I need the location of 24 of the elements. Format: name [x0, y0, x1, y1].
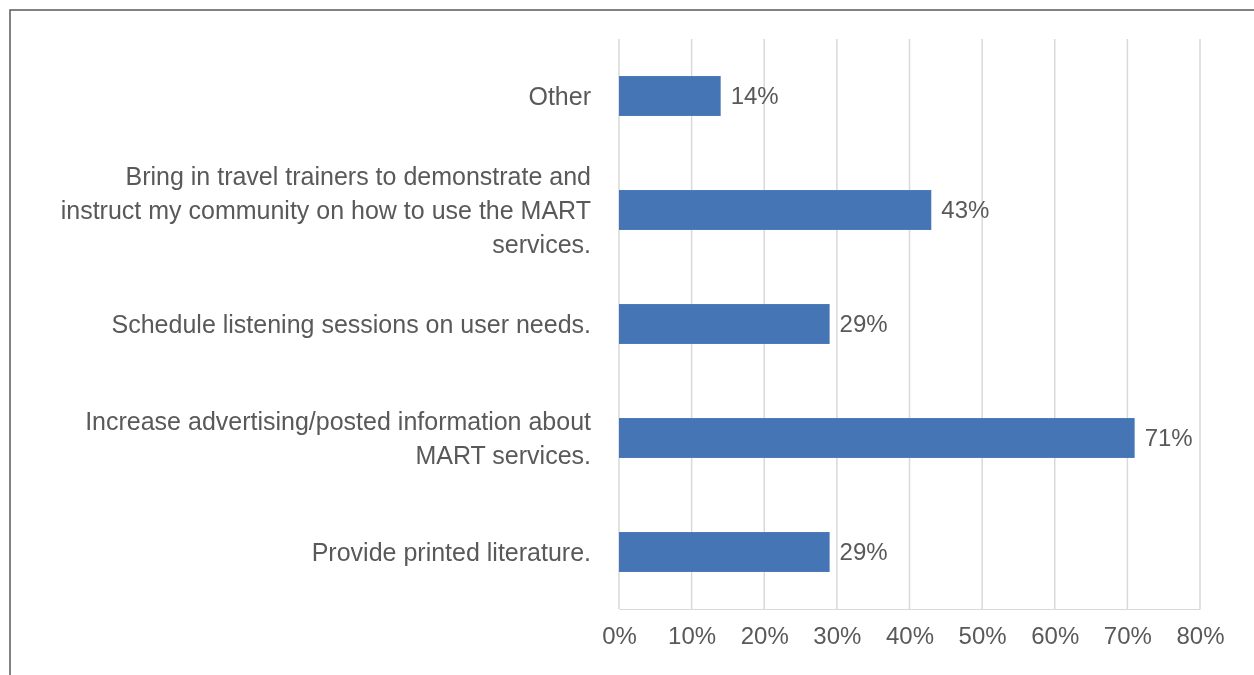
y-tick-label: Schedule listening sessions on user needs.: [111, 309, 591, 338]
x-tick-label: 60%: [1031, 622, 1080, 650]
bar: [619, 190, 932, 230]
bar: [619, 304, 830, 344]
x-tick-label: 10%: [668, 622, 717, 650]
y-tick-label: Other: [528, 81, 591, 110]
x-tick-label: 70%: [1103, 622, 1152, 650]
y-tick-label: Increase advertising/posted information about MART services.: [85, 406, 592, 469]
x-tick-label: 30%: [813, 622, 862, 650]
data-label: 43%: [941, 196, 990, 224]
data-label: 14%: [730, 82, 779, 110]
data-label: 71%: [1144, 424, 1193, 452]
data-label: 29%: [839, 310, 888, 338]
bar: [619, 76, 721, 116]
y-tick-label: Bring in travel trainers to demonstrate and instruct my community on how to use the MART services.: [60, 161, 591, 258]
x-tick-label: 50%: [958, 622, 1007, 650]
bar: [619, 418, 1135, 458]
x-tick-label: 40%: [885, 622, 935, 650]
x-tick-label: 20%: [740, 622, 789, 650]
x-tick-label: 0%: [602, 622, 637, 650]
bar: [619, 532, 830, 572]
x-tick-label: 80%: [1176, 622, 1225, 650]
y-tick-label: Provide printed literature.: [311, 537, 591, 566]
data-label: 29%: [839, 538, 888, 566]
